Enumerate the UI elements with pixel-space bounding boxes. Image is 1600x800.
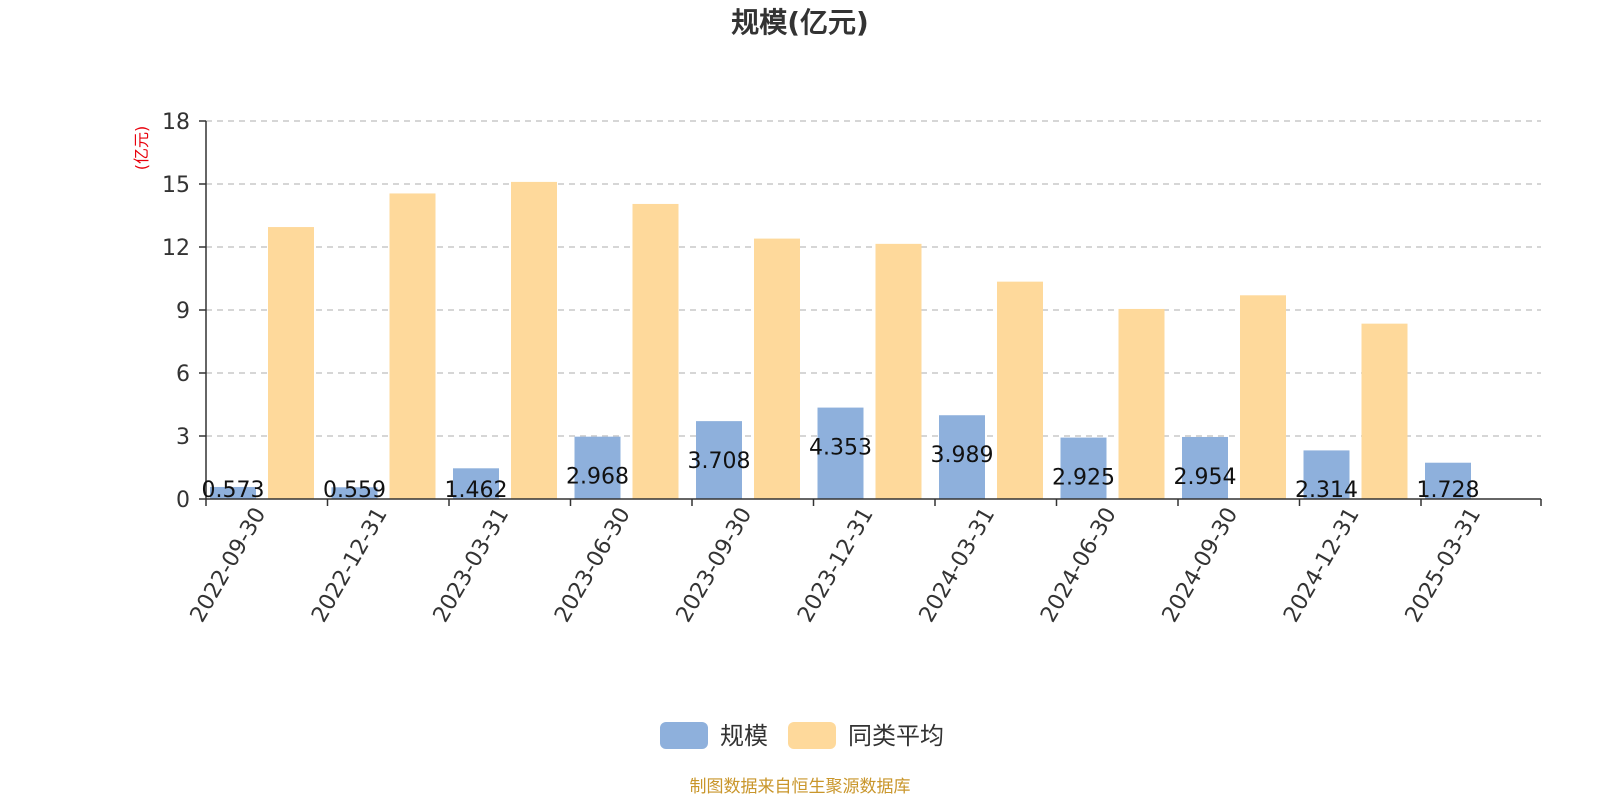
bar-scale bbox=[696, 421, 742, 499]
bar-peer-average bbox=[1361, 323, 1408, 499]
bar-scale bbox=[210, 486, 256, 499]
bar-scale bbox=[939, 415, 985, 499]
axes: 0 3 6 9 12 15 18 2022-09-30 2022-12-31 2023-03-31… bbox=[162, 110, 1542, 627]
x-tick-label: 2023-03-31 bbox=[429, 504, 515, 627]
y-tick-label: 0 bbox=[176, 488, 190, 513]
bar-peer-average bbox=[1240, 295, 1286, 499]
y-tick-label: 3 bbox=[176, 425, 190, 450]
y-tick-label: 12 bbox=[162, 236, 190, 261]
bar-scale bbox=[453, 468, 499, 499]
bar-value-label: 2.925 bbox=[1052, 466, 1115, 491]
bar-value-label: 3.708 bbox=[688, 449, 751, 474]
x-tick-label: 2022-12-31 bbox=[307, 504, 393, 627]
bar-peer-average bbox=[632, 203, 679, 499]
bar-value-label: 2.968 bbox=[566, 465, 629, 490]
x-tick-label: 2024-12-31 bbox=[1279, 504, 1365, 627]
bar-peer-average bbox=[389, 193, 436, 499]
y-axis-unit-label: (亿元) bbox=[132, 126, 151, 171]
legend-swatch-scale bbox=[660, 722, 708, 749]
legend-label-peer-average: 同类平均 bbox=[848, 722, 944, 750]
x-tick-label: 2025-03-31 bbox=[1401, 504, 1487, 627]
x-tick-label: 2024-09-30 bbox=[1158, 504, 1244, 627]
x-tick-label: 2023-06-30 bbox=[550, 504, 636, 627]
bar-peer-average bbox=[511, 181, 557, 499]
x-tick-label: 2023-12-31 bbox=[793, 504, 879, 627]
bar-peer-average bbox=[1118, 308, 1165, 499]
bar-scale bbox=[1425, 462, 1471, 499]
bar-value-label: 0.559 bbox=[323, 478, 386, 503]
bar-value-label: 0.573 bbox=[202, 478, 265, 503]
chart-title: 规模(亿元) bbox=[731, 6, 869, 39]
bar-value-label: 3.989 bbox=[931, 443, 994, 468]
legend: 规模 同类平均 bbox=[660, 722, 944, 750]
bar-scale bbox=[574, 436, 621, 499]
bar-peer-average bbox=[875, 243, 922, 499]
bar-scale bbox=[1060, 437, 1107, 499]
y-tick-label: 9 bbox=[176, 299, 190, 324]
bars bbox=[210, 181, 1471, 500]
x-tick-label: 2022-09-30 bbox=[186, 504, 272, 627]
bar-peer-average bbox=[754, 238, 800, 499]
y-tick-label: 18 bbox=[162, 110, 190, 135]
bar-value-label: 1.728 bbox=[1417, 478, 1480, 503]
legend-swatch-peer-average bbox=[788, 722, 836, 749]
value-labels: 0.573 0.559 1.462 2.968 3.708 4.353 3.989 2.925… bbox=[202, 436, 1480, 503]
x-tick-label: 2024-06-30 bbox=[1036, 504, 1122, 627]
x-tick-label: 2024-03-31 bbox=[915, 504, 1001, 627]
y-tick-label: 15 bbox=[162, 173, 190, 198]
bar-scale bbox=[1303, 450, 1350, 499]
legend-label-scale: 规模 bbox=[720, 722, 768, 750]
bar-value-label: 4.353 bbox=[809, 436, 872, 461]
data-source-note: 制图数据来自恒生聚源数据库 bbox=[690, 777, 911, 797]
bar-peer-average bbox=[268, 227, 314, 500]
bar-value-label: 1.462 bbox=[445, 478, 508, 503]
bar-value-label: 2.954 bbox=[1174, 465, 1237, 490]
bar-scale bbox=[331, 487, 378, 499]
bar-peer-average bbox=[997, 281, 1043, 499]
y-tick-label: 6 bbox=[176, 362, 190, 387]
bar-value-label: 2.314 bbox=[1295, 478, 1358, 503]
bar-scale bbox=[817, 407, 864, 499]
x-tick-label: 2023-09-30 bbox=[672, 504, 758, 627]
bar-scale bbox=[1182, 436, 1228, 499]
